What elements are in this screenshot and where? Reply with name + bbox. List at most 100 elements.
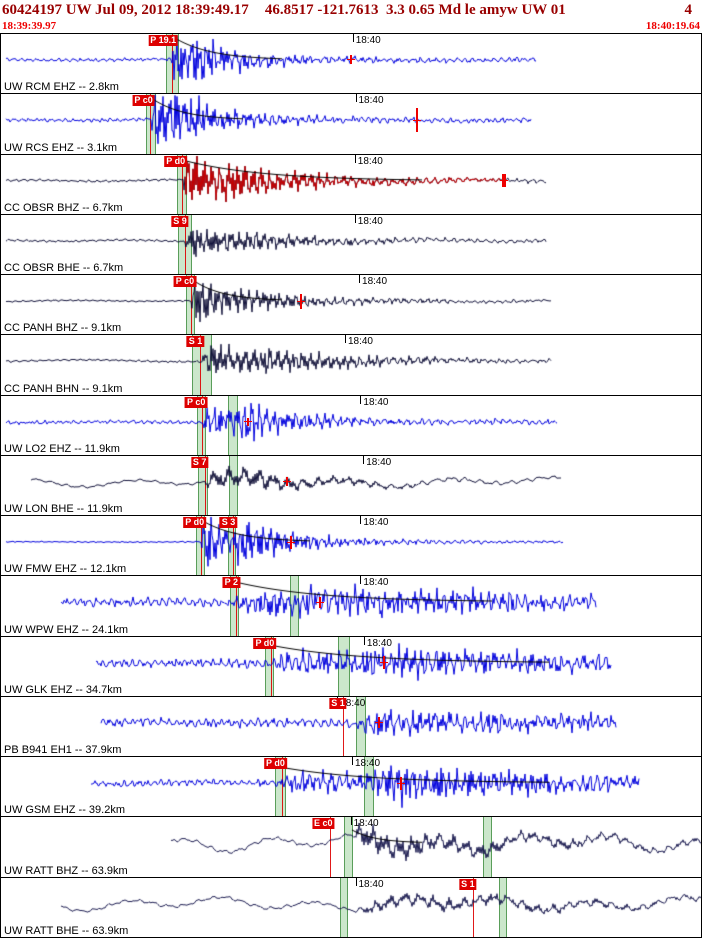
station-label: UW RATT BHE -- 63.9km bbox=[4, 924, 129, 937]
waveform-canvas[interactable] bbox=[1, 275, 701, 335]
trace-panel: 18:40 UW GLK EHZ -- 34.7km P d0 bbox=[1, 636, 701, 697]
waveform-canvas[interactable] bbox=[1, 576, 701, 636]
station-label: UW RCS EHZ -- 3.1km bbox=[4, 141, 118, 154]
time-tick bbox=[354, 214, 356, 223]
pick-flag[interactable]: P d0 bbox=[253, 637, 277, 649]
pick-flag[interactable]: S 9 bbox=[171, 215, 189, 227]
station-label: UW FMW EHZ -- 12.1km bbox=[4, 563, 127, 576]
station-label: CC PANH BHZ -- 9.1km bbox=[4, 322, 122, 335]
time-tick-label: 18:40 bbox=[357, 215, 383, 227]
amplitude-mark-cross bbox=[283, 481, 292, 483]
window-start-time: 18:39:39.97 bbox=[2, 20, 57, 32]
pick-flag[interactable]: S 1 bbox=[329, 697, 347, 709]
time-tick-label: 18:40 bbox=[358, 878, 384, 890]
time-tick-label: 18:40 bbox=[366, 637, 392, 649]
waveform-canvas[interactable] bbox=[1, 335, 701, 395]
pick-flag[interactable]: P d0 bbox=[263, 758, 287, 770]
waveform-canvas[interactable] bbox=[1, 214, 701, 274]
pick-flag[interactable]: P 2 bbox=[222, 577, 240, 589]
waveform-canvas[interactable] bbox=[1, 94, 701, 154]
event-location-magnitude: 46.8517 -121.7613 3.3 0.65 Md le amyw UW… bbox=[264, 1, 566, 18]
pick-flag[interactable]: P c0 bbox=[185, 396, 208, 408]
waveform-canvas[interactable] bbox=[1, 636, 701, 696]
time-tick-label: 18:40 bbox=[347, 336, 373, 348]
event-header: 60424197 UW Jul 09, 2012 18:39:49.17 46.… bbox=[0, 0, 702, 19]
pick-flag[interactable]: S 1 bbox=[186, 336, 205, 348]
trace-panel: 18:40 CC OBSR BHZ -- 6.7km P d0 bbox=[1, 154, 701, 215]
time-tick-label: 18:40 bbox=[353, 818, 379, 830]
time-tick bbox=[363, 455, 365, 464]
trace-panel: 18:40 PB B941 EH1 -- 37.9km S 1 bbox=[1, 696, 701, 758]
station-label: CC PANH BHN -- 9.1km bbox=[4, 382, 123, 395]
waveform-canvas[interactable] bbox=[1, 696, 701, 756]
waveform-canvas[interactable] bbox=[1, 154, 701, 214]
station-label: CC OBSR BHZ -- 6.7km bbox=[4, 201, 123, 214]
event-id-and-time: 60424197 UW Jul 09, 2012 18:39:49.17 bbox=[2, 1, 249, 18]
time-tick bbox=[344, 335, 346, 344]
time-tick-label: 18:40 bbox=[355, 35, 381, 46]
trace-panel: 18:40 CC OBSR BHE -- 6.7km S 9 bbox=[1, 214, 701, 276]
station-label: UW RCM EHZ -- 2.8km bbox=[4, 81, 119, 94]
time-tick-label: 18:40 bbox=[363, 396, 389, 408]
time-tick-label: 18:40 bbox=[340, 697, 366, 709]
trace-panel: 18:40 UW WPW EHZ -- 24.1km P 2 bbox=[1, 576, 701, 637]
amplitude-mark-cross bbox=[297, 300, 306, 302]
waveform-canvas[interactable] bbox=[1, 455, 701, 515]
pick-flag[interactable]: P d0 bbox=[164, 155, 188, 167]
pick-flag[interactable]: P 19.1 bbox=[148, 35, 179, 46]
station-label: PB B941 EH1 -- 37.9km bbox=[4, 744, 122, 757]
station-label: UW GSM EHZ -- 39.2km bbox=[4, 804, 126, 817]
pick-flag[interactable]: E c0 bbox=[311, 818, 335, 830]
amplitude-mark-cross bbox=[347, 59, 356, 61]
time-tick bbox=[363, 636, 365, 645]
time-tick bbox=[355, 877, 357, 886]
time-tick-label: 18:40 bbox=[358, 95, 384, 107]
event-header-count: 4 bbox=[684, 1, 693, 18]
station-label: CC OBSR BHE -- 6.7km bbox=[4, 262, 124, 275]
trace-panel: 18:40 UW GSM EHZ -- 39.2km P d0 bbox=[1, 757, 701, 818]
trace-panel: 18:40 UW LON BHE -- 11.9km S 7 bbox=[1, 455, 701, 517]
time-tick bbox=[360, 395, 362, 404]
time-tick-label: 18:40 bbox=[363, 517, 389, 529]
station-label: UW LO2 EHZ -- 11.9km bbox=[4, 442, 120, 455]
pick-flag[interactable]: P d0 bbox=[183, 517, 207, 529]
waveform-canvas[interactable] bbox=[1, 817, 701, 877]
amplitude-mark-cross bbox=[412, 119, 421, 121]
trace-panel: 18:40 CC PANH BHN -- 9.1km S 1 bbox=[1, 335, 701, 396]
time-tick bbox=[360, 576, 362, 585]
waveform-canvas[interactable] bbox=[1, 757, 701, 817]
station-label: UW GLK EHZ -- 34.7km bbox=[4, 683, 122, 696]
trace-panel: 18:40 UW RATT BHZ -- 63.9km E c0 bbox=[1, 817, 701, 878]
amplitude-mark-cross bbox=[397, 782, 406, 784]
time-window-bar: 18:39:39.97 18:40:19.64 bbox=[0, 19, 702, 33]
amplitude-mark-cross bbox=[379, 662, 388, 664]
window-end-time: 18:40:19.64 bbox=[645, 20, 700, 32]
time-tick-label: 18:40 bbox=[357, 155, 383, 167]
waveform-canvas[interactable] bbox=[1, 516, 701, 576]
pick-flag[interactable]: S 3 bbox=[219, 517, 238, 529]
pick-flag[interactable]: S 7 bbox=[190, 456, 209, 468]
time-tick-label: 18:40 bbox=[362, 276, 388, 288]
trace-panel: 18:40 CC PANH BHZ -- 9.1km P c0 bbox=[1, 275, 701, 336]
time-tick-label: 18:40 bbox=[363, 577, 389, 589]
trace-panel: 18:40 UW FMW EHZ -- 12.1km P d0 S 3 bbox=[1, 516, 701, 577]
station-label: UW RATT BHZ -- 63.9km bbox=[4, 864, 128, 877]
station-label: UW LON BHE -- 11.9km bbox=[4, 503, 123, 516]
time-tick bbox=[354, 154, 356, 163]
amplitude-mark-cross bbox=[374, 722, 383, 724]
pick-flag[interactable]: P c0 bbox=[132, 95, 155, 107]
amplitude-mark-cross bbox=[499, 179, 508, 181]
time-tick bbox=[352, 757, 353, 766]
trace-panels: 18:40 UW RCM EHZ -- 2.8km P 19.1 18:40 U… bbox=[0, 33, 702, 938]
trace-panel: 18:40 UW RATT BHE -- 63.9km S 1 bbox=[1, 877, 701, 938]
trace-panel: 18:40 UW RCS EHZ -- 3.1km P c0 bbox=[1, 94, 701, 155]
time-tick-label: 18:40 bbox=[355, 758, 381, 770]
time-tick bbox=[359, 275, 361, 284]
trace-panel: 18:40 UW LO2 EHZ -- 11.9km P c0 bbox=[1, 395, 701, 456]
pick-flag[interactable]: S 1 bbox=[459, 878, 477, 890]
waveform-canvas[interactable] bbox=[1, 395, 701, 455]
pick-flag[interactable]: P c0 bbox=[173, 276, 197, 288]
waveform-canvas[interactable] bbox=[1, 877, 701, 937]
time-tick bbox=[352, 34, 354, 42]
